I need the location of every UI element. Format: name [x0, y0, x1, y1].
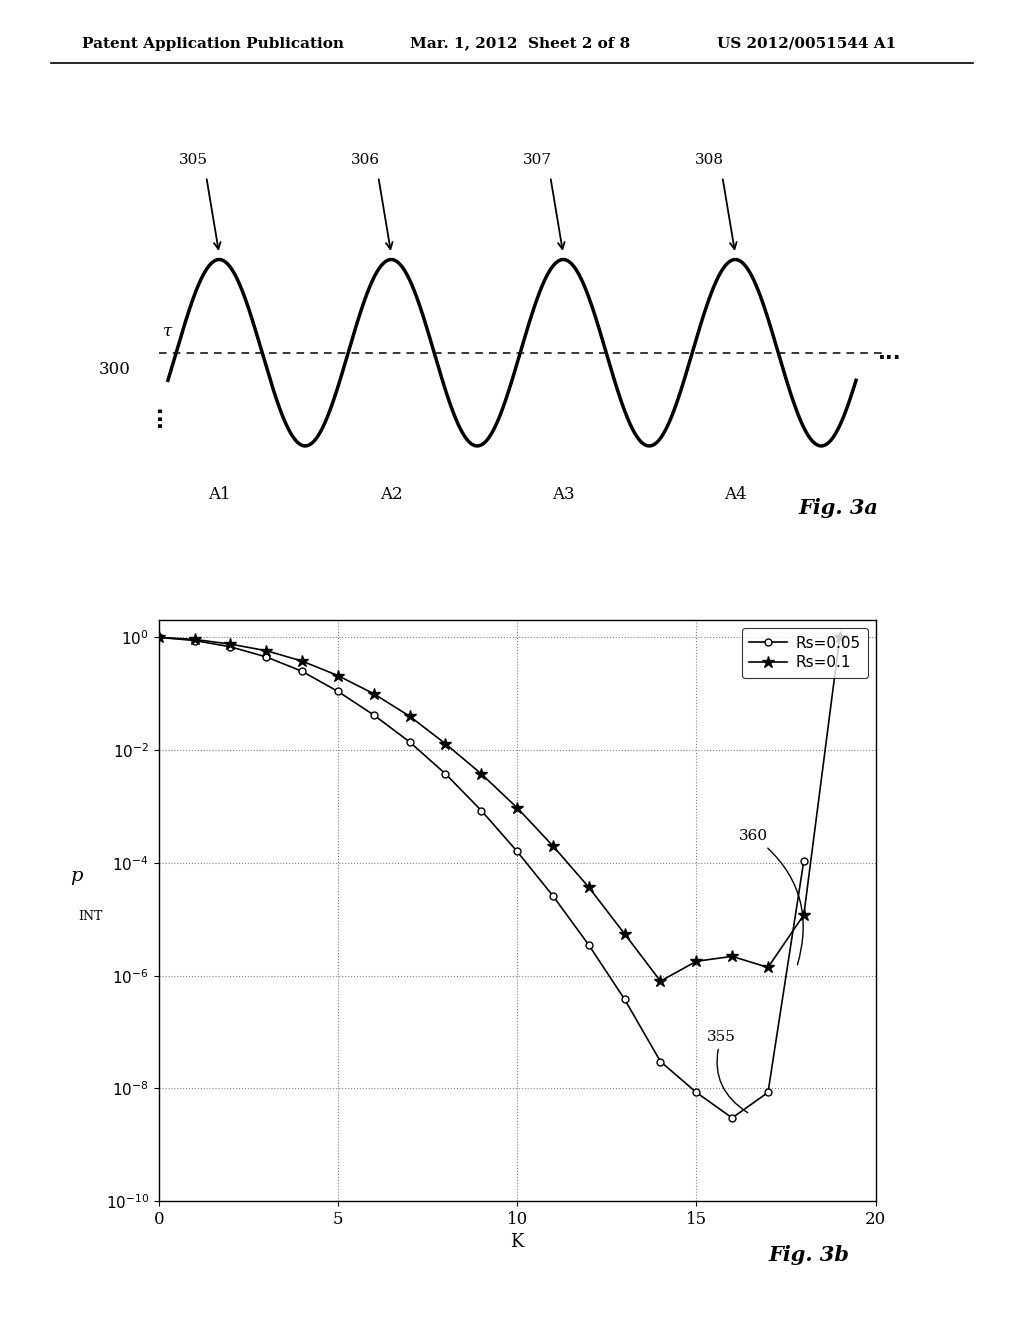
Text: A4: A4 [724, 486, 746, 503]
Text: ...: ... [145, 404, 165, 428]
Text: 305: 305 [179, 153, 208, 168]
Rs=0.05 [439, 766, 452, 781]
Rs=0.05 [547, 888, 559, 904]
Rs=0.1 [618, 927, 631, 942]
Text: A3: A3 [552, 486, 574, 503]
Rs=0.05 [296, 664, 308, 680]
Rs=0.05 [798, 853, 810, 869]
Text: 300: 300 [99, 362, 131, 379]
Rs=0.1 [296, 653, 308, 669]
Text: ...: ... [878, 343, 901, 363]
Rs=0.05 [618, 991, 631, 1007]
Text: Mar. 1, 2012  Sheet 2 of 8: Mar. 1, 2012 Sheet 2 of 8 [410, 37, 630, 50]
Text: τ: τ [163, 322, 173, 339]
Rs=0.1 [153, 630, 165, 645]
Text: Fig. 3b: Fig. 3b [768, 1245, 850, 1265]
Text: Patent Application Publication: Patent Application Publication [82, 37, 344, 50]
Rs=0.05 [583, 937, 595, 953]
Rs=0.05 [511, 843, 523, 859]
Rs=0.05 [475, 803, 487, 818]
Text: A1: A1 [208, 486, 230, 503]
Rs=0.1 [368, 686, 380, 702]
Rs=0.05 [690, 1085, 702, 1101]
Rs=0.05 [654, 1053, 667, 1069]
Rs=0.1 [188, 631, 201, 647]
Rs=0.05 [153, 630, 165, 645]
Rs=0.05 [762, 1085, 774, 1101]
Rs=0.1 [260, 643, 272, 659]
Rs=0.05 [726, 1110, 738, 1126]
Rs=0.1 [690, 953, 702, 969]
Rs=0.05 [368, 708, 380, 723]
Rs=0.1 [332, 668, 344, 684]
Rs=0.1 [439, 735, 452, 751]
Text: A2: A2 [380, 486, 402, 503]
Text: 355: 355 [707, 1030, 748, 1113]
Text: 306: 306 [351, 153, 380, 168]
Text: 307: 307 [523, 153, 552, 168]
Rs=0.05 [224, 639, 237, 655]
Rs=0.1 [798, 907, 810, 923]
Text: 308: 308 [695, 153, 724, 168]
Rs=0.1 [547, 838, 559, 854]
Rs=0.1 [834, 630, 846, 645]
Text: p: p [70, 867, 83, 884]
Rs=0.05 [260, 649, 272, 665]
Rs=0.1 [403, 709, 416, 725]
Legend: Rs=0.05, Rs=0.1: Rs=0.05, Rs=0.1 [741, 628, 868, 678]
Rs=0.05 [188, 632, 201, 648]
Rs=0.1 [475, 766, 487, 781]
X-axis label: K: K [510, 1233, 524, 1251]
Rs=0.1 [511, 800, 523, 816]
Text: Fig. 3a: Fig. 3a [799, 498, 879, 517]
Text: 360: 360 [739, 829, 803, 965]
Text: US 2012/0051544 A1: US 2012/0051544 A1 [717, 37, 896, 50]
Line: Rs=0.1: Rs=0.1 [159, 638, 840, 981]
Rs=0.1 [762, 960, 774, 975]
Rs=0.05 [403, 734, 416, 750]
Line: Rs=0.05: Rs=0.05 [156, 634, 807, 1122]
Text: INT: INT [79, 909, 102, 923]
Rs=0.05 [332, 684, 344, 700]
Rs=0.1 [726, 949, 738, 965]
Rs=0.1 [583, 879, 595, 895]
Rs=0.1 [224, 636, 237, 652]
Rs=0.1 [654, 973, 667, 989]
